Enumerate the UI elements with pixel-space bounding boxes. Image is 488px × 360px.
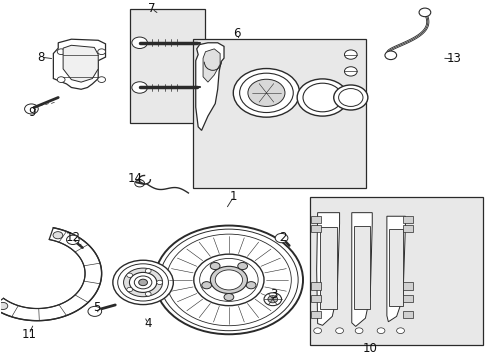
Bar	[130, 9, 205, 123]
Circle shape	[155, 226, 303, 334]
Bar	[403, 225, 412, 232]
Circle shape	[202, 282, 211, 289]
Circle shape	[418, 8, 430, 17]
Text: 11: 11	[21, 328, 37, 341]
Circle shape	[157, 280, 162, 284]
Circle shape	[132, 37, 147, 49]
Circle shape	[335, 328, 343, 334]
Circle shape	[224, 293, 233, 301]
Text: 14: 14	[127, 172, 142, 185]
Bar	[311, 311, 321, 318]
Polygon shape	[0, 228, 102, 321]
Circle shape	[344, 50, 356, 59]
Bar	[193, 39, 366, 188]
Bar	[311, 295, 321, 302]
Text: 6: 6	[233, 27, 241, 40]
Circle shape	[193, 254, 264, 306]
Circle shape	[199, 258, 258, 301]
Circle shape	[53, 231, 62, 239]
Circle shape	[57, 49, 65, 55]
Circle shape	[338, 89, 362, 107]
Circle shape	[376, 328, 384, 334]
Bar	[403, 295, 412, 302]
Polygon shape	[195, 43, 224, 130]
Circle shape	[24, 104, 38, 114]
Circle shape	[396, 328, 404, 334]
Circle shape	[267, 296, 277, 303]
Circle shape	[215, 270, 242, 290]
Text: 3: 3	[269, 288, 277, 301]
Circle shape	[247, 79, 285, 107]
Bar	[311, 225, 321, 232]
Circle shape	[123, 268, 162, 297]
Bar	[311, 282, 321, 289]
Circle shape	[354, 328, 362, 334]
Circle shape	[246, 282, 256, 289]
Text: 5: 5	[93, 301, 101, 314]
Polygon shape	[353, 226, 369, 309]
Polygon shape	[386, 216, 405, 322]
Circle shape	[239, 73, 293, 113]
Text: 12: 12	[65, 231, 80, 244]
Circle shape	[233, 68, 299, 117]
Circle shape	[134, 276, 152, 289]
Circle shape	[210, 266, 247, 293]
Circle shape	[118, 264, 168, 301]
Circle shape	[126, 287, 132, 292]
Circle shape	[88, 306, 102, 316]
Circle shape	[344, 67, 356, 76]
Text: 9: 9	[29, 106, 36, 119]
Circle shape	[57, 77, 65, 82]
Bar	[310, 197, 483, 345]
Circle shape	[126, 273, 132, 278]
Polygon shape	[63, 45, 98, 82]
Polygon shape	[53, 39, 105, 89]
Circle shape	[135, 180, 144, 187]
Circle shape	[333, 85, 367, 110]
Text: 8: 8	[37, 51, 44, 64]
Bar	[403, 282, 412, 289]
Polygon shape	[316, 213, 339, 325]
Text: 2: 2	[278, 231, 285, 244]
Text: 13: 13	[446, 52, 461, 66]
Polygon shape	[351, 213, 371, 327]
Circle shape	[113, 260, 173, 305]
Circle shape	[132, 82, 147, 93]
Circle shape	[384, 51, 396, 60]
Circle shape	[237, 262, 247, 270]
Circle shape	[98, 77, 105, 82]
Circle shape	[145, 292, 151, 296]
Bar	[403, 311, 412, 318]
Circle shape	[159, 229, 298, 331]
Circle shape	[0, 302, 8, 310]
Text: 4: 4	[144, 317, 151, 330]
Bar	[311, 216, 321, 224]
Circle shape	[210, 262, 220, 270]
Circle shape	[264, 293, 281, 306]
Circle shape	[303, 83, 341, 112]
Circle shape	[297, 79, 347, 116]
Polygon shape	[320, 227, 336, 309]
Circle shape	[313, 328, 321, 334]
Text: 10: 10	[362, 342, 377, 355]
Circle shape	[129, 273, 157, 292]
Text: 7: 7	[148, 2, 155, 15]
Circle shape	[98, 49, 105, 55]
Circle shape	[139, 279, 147, 285]
Circle shape	[66, 235, 79, 244]
Circle shape	[275, 233, 287, 243]
Polygon shape	[388, 229, 403, 306]
Circle shape	[166, 234, 291, 326]
Bar	[403, 216, 412, 224]
Text: 1: 1	[229, 190, 237, 203]
Circle shape	[145, 269, 151, 273]
Polygon shape	[203, 49, 220, 82]
